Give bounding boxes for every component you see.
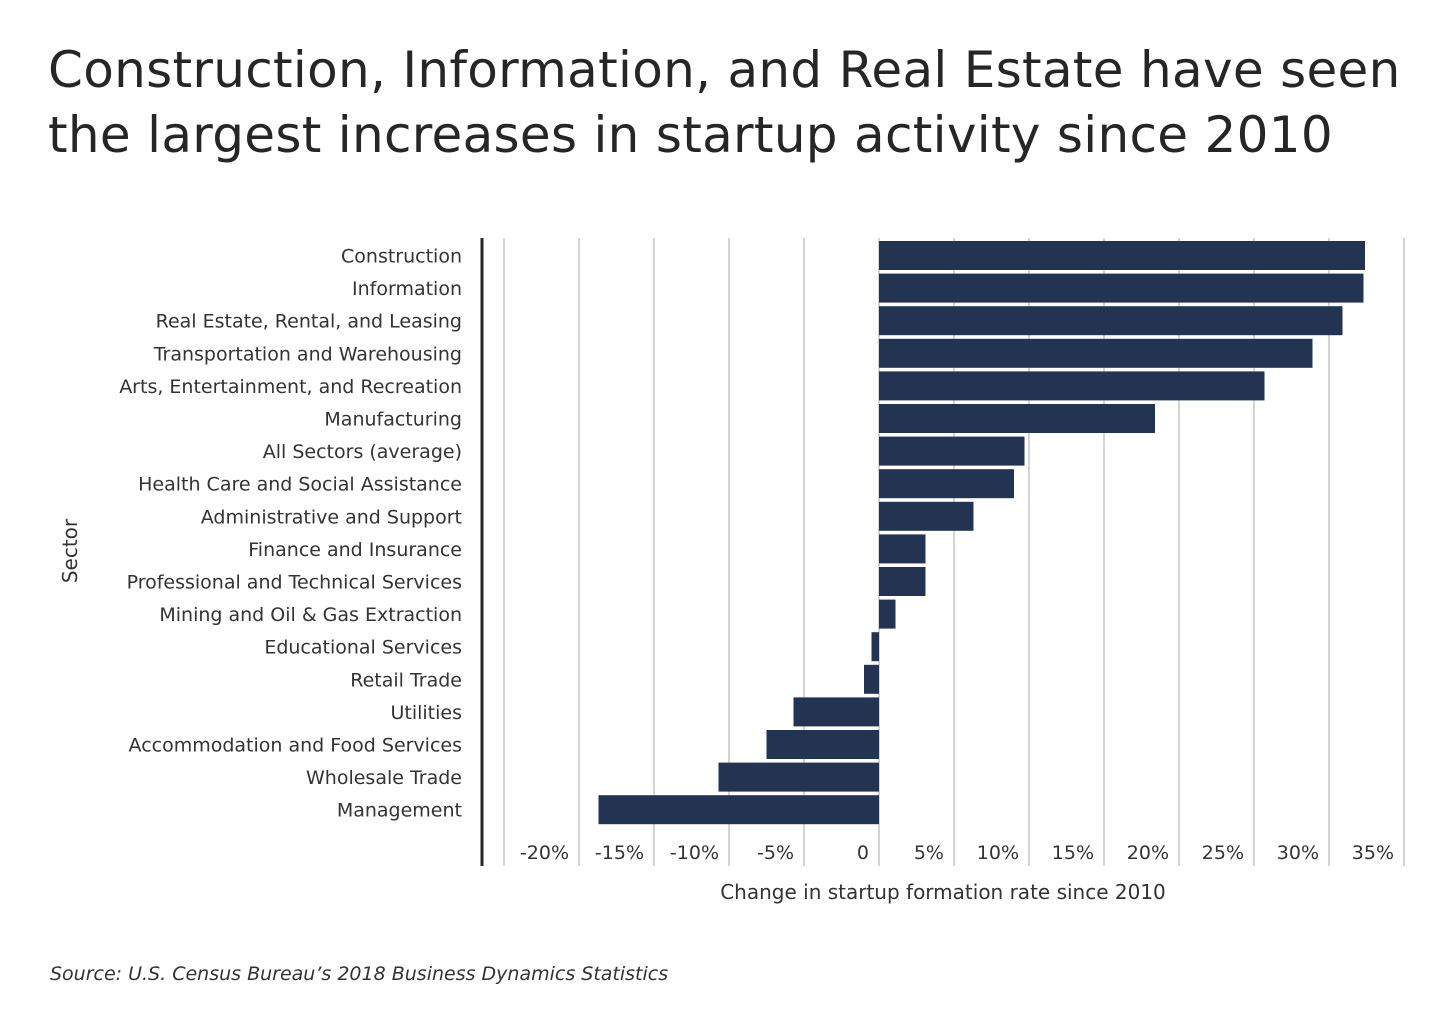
category-label: Construction <box>341 246 462 268</box>
bar <box>879 371 1265 401</box>
bar <box>879 338 1313 368</box>
category-label: Transportation and Warehousing <box>153 343 462 365</box>
x-tick-label: 25% <box>1202 842 1244 864</box>
category-label: Retail Trade <box>350 669 462 691</box>
bar <box>879 404 1155 433</box>
category-label: Utilities <box>390 702 462 724</box>
bar <box>879 534 926 564</box>
bar <box>864 664 879 694</box>
x-tick-label: 0 <box>857 842 869 864</box>
y-axis-title: Sector <box>58 518 82 583</box>
x-axis-title: Change in startup formation rate since 2… <box>720 880 1166 904</box>
category-label: Management <box>337 800 462 822</box>
bar <box>879 436 1025 466</box>
bar <box>879 599 896 629</box>
x-tick-label: 20% <box>1127 842 1169 864</box>
x-tick-labels: -20% -15% -10% -5% 0 5% 10% 15% 20% 25% 30% 35% <box>520 842 1394 864</box>
x-tick-label: -20% <box>520 842 569 864</box>
x-tick-label: 10% <box>977 842 1019 864</box>
category-label: Mining and Oil & Gas Extraction <box>159 604 462 626</box>
category-label: Arts, Entertainment, and Recreation <box>119 376 462 398</box>
bar <box>879 241 1365 270</box>
category-label: Manufacturing <box>324 409 462 431</box>
x-tick-label: -10% <box>670 842 719 864</box>
category-label: All Sectors (average) <box>263 441 462 463</box>
x-tick-label: -5% <box>757 842 794 864</box>
category-label: Real Estate, Rental, and Leasing <box>156 311 462 333</box>
chart-title: Construction, Information, and Real Esta… <box>48 41 1401 164</box>
category-label: Information <box>352 278 462 300</box>
category-label: Administrative and Support <box>201 506 462 528</box>
bar <box>879 306 1343 336</box>
x-tick-label: 5% <box>914 842 944 864</box>
bar <box>598 795 879 825</box>
category-label: Professional and Technical Services <box>127 572 462 594</box>
bar <box>879 273 1364 303</box>
x-tick-label: 35% <box>1352 842 1394 864</box>
source-note: Source: U.S. Census Bureau’s 2018 Busine… <box>50 963 669 985</box>
bar <box>718 762 879 792</box>
x-tick-label: 15% <box>1052 842 1094 864</box>
bar <box>793 697 879 727</box>
bars <box>598 241 1365 825</box>
category-label: Accommodation and Food Services <box>129 735 462 757</box>
category-label: Health Care and Social Assistance <box>138 474 462 496</box>
bar <box>879 501 974 531</box>
category-label: Finance and Insurance <box>248 539 462 561</box>
bar <box>871 632 879 662</box>
bar <box>879 469 1014 499</box>
bar <box>766 730 879 759</box>
x-tick-label: -15% <box>595 842 644 864</box>
category-label: Wholesale Trade <box>306 767 462 789</box>
category-label: Educational Services <box>264 637 462 659</box>
bar <box>879 567 926 596</box>
x-tick-label: 30% <box>1277 842 1319 864</box>
category-labels: Construction Information Real Estate, Rent… <box>119 246 462 822</box>
